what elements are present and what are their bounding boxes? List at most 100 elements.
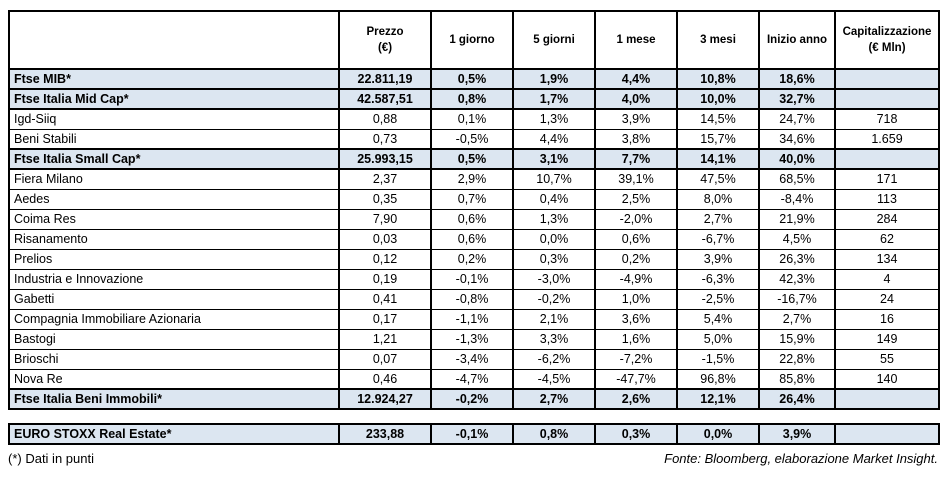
value-cell: -6,7% [676, 228, 760, 250]
value-cell: 25.993,15 [338, 148, 432, 170]
value-cell: 4,5% [758, 228, 836, 250]
value-cell: 0,0% [676, 423, 760, 445]
row-name-cell: Igd-Siiq [8, 108, 340, 130]
value-cell: 14,5% [676, 108, 760, 130]
source-note: Fonte: Bloomberg, elaborazione Market In… [664, 451, 938, 466]
euro-stoxx-table-body: EURO STOXX Real Estate* 233,88 -0,1% 0,8% 0,… [8, 423, 940, 445]
value-cell: 1,21 [338, 328, 432, 350]
value-cell: 1,9% [512, 68, 596, 90]
value-cell [834, 148, 940, 170]
column-header: 5 giorni [512, 10, 596, 70]
row-name-cell: Industria e Innovazione [8, 268, 340, 290]
value-cell: -4,5% [512, 368, 596, 390]
value-cell: -6,2% [512, 348, 596, 370]
row-name-cell: Risanamento [8, 228, 340, 250]
value-cell: 22.811,19 [338, 68, 432, 90]
value-cell: -2,5% [676, 288, 760, 310]
value-cell: -6,3% [676, 268, 760, 290]
value-cell: -2,0% [594, 208, 678, 230]
value-cell: 0,2% [594, 248, 678, 270]
value-cell: 0,46 [338, 368, 432, 390]
value-cell: 0,88 [338, 108, 432, 130]
table-row: Industria e Innovazione 0,19 -0,1% -3,0% -4,… [8, 268, 940, 290]
value-cell: -4,9% [594, 268, 678, 290]
value-cell: 284 [834, 208, 940, 230]
value-cell: 1,3% [512, 108, 596, 130]
value-cell: -0,8% [430, 288, 514, 310]
value-cell: 96,8% [676, 368, 760, 390]
value-cell: -16,7% [758, 288, 836, 310]
value-cell: 1,0% [594, 288, 678, 310]
row-name-cell: Fiera Milano [8, 168, 340, 190]
table-row: Ftse Italia Mid Cap* 42.587,51 0,8% 1,7% 4,0… [8, 88, 940, 110]
column-header-label: 3 mesi [700, 33, 736, 46]
value-cell: 2,5% [594, 188, 678, 210]
row-name-cell: Aedes [8, 188, 340, 210]
row-name-cell: EURO STOXX Real Estate* [8, 423, 340, 445]
value-cell: 47,5% [676, 168, 760, 190]
table-row: Brioschi 0,07 -3,4% -6,2% -7,2% -1,5% 22,8% 55 [8, 348, 940, 370]
value-cell: 0,07 [338, 348, 432, 370]
value-cell: -1,5% [676, 348, 760, 370]
value-cell: 4,4% [512, 128, 596, 150]
column-header: 1 mese [594, 10, 678, 70]
value-cell: 24 [834, 288, 940, 310]
column-header: Inizio anno [758, 10, 836, 70]
value-cell: 0,5% [430, 68, 514, 90]
table-row: Ftse MIB* 22.811,19 0,5% 1,9% 4,4% 10,8% 18,6% [8, 68, 940, 90]
row-name-cell: Nova Re [8, 368, 340, 390]
table-row: Aedes 0,35 0,7% 0,4% 2,5% 8,0% -8,4% 113 [8, 188, 940, 210]
value-cell: 85,8% [758, 368, 836, 390]
value-cell: 16 [834, 308, 940, 330]
value-cell: 0,7% [430, 188, 514, 210]
value-cell: 4,4% [594, 68, 678, 90]
value-cell: 26,4% [758, 388, 836, 410]
value-cell: 0,8% [430, 88, 514, 110]
value-cell: 0,19 [338, 268, 432, 290]
value-cell: 10,8% [676, 68, 760, 90]
value-cell: 3,6% [594, 308, 678, 330]
value-cell: 0,2% [430, 248, 514, 270]
value-cell: 24,7% [758, 108, 836, 130]
value-cell: 0,12 [338, 248, 432, 270]
value-cell [834, 388, 940, 410]
value-cell: 2,9% [430, 168, 514, 190]
column-header: 3 mesi [676, 10, 760, 70]
value-cell: 2,37 [338, 168, 432, 190]
value-cell: 7,90 [338, 208, 432, 230]
value-cell: 0,6% [430, 208, 514, 230]
value-cell: 0,35 [338, 188, 432, 210]
value-cell: 12.924,27 [338, 388, 432, 410]
value-cell: 3,9% [676, 248, 760, 270]
value-cell: 718 [834, 108, 940, 130]
value-cell [834, 423, 940, 445]
value-cell: 8,0% [676, 188, 760, 210]
value-cell: 3,9% [758, 423, 836, 445]
main-table: Prezzo (€) 1 giorno 5 giorni 1 mese 3 mesi Ini… [8, 10, 940, 410]
value-cell: 55 [834, 348, 940, 370]
value-cell: 3,8% [594, 128, 678, 150]
value-cell: 1,6% [594, 328, 678, 350]
row-name-cell: Bastogi [8, 328, 340, 350]
value-cell: -7,2% [594, 348, 678, 370]
value-cell: 22,8% [758, 348, 836, 370]
value-cell: -0,2% [512, 288, 596, 310]
value-cell: 2,7% [758, 308, 836, 330]
table-row: Prelios 0,12 0,2% 0,3% 0,2% 3,9% 26,3% 134 [8, 248, 940, 270]
value-cell: 39,1% [594, 168, 678, 190]
row-name-cell: Brioschi [8, 348, 340, 370]
value-cell: 42.587,51 [338, 88, 432, 110]
value-cell: 0,73 [338, 128, 432, 150]
value-cell: 18,6% [758, 68, 836, 90]
value-cell: 68,5% [758, 168, 836, 190]
table-header: Prezzo (€) 1 giorno 5 giorni 1 mese 3 mesi Ini… [8, 10, 940, 70]
value-cell: 32,7% [758, 88, 836, 110]
value-cell: -3,4% [430, 348, 514, 370]
row-name-cell: Gabetti [8, 288, 340, 310]
row-name-cell: Ftse Italia Mid Cap* [8, 88, 340, 110]
row-name-cell: Prelios [8, 248, 340, 270]
value-cell: 34,6% [758, 128, 836, 150]
value-cell: 0,6% [594, 228, 678, 250]
value-cell: 2,7% [676, 208, 760, 230]
